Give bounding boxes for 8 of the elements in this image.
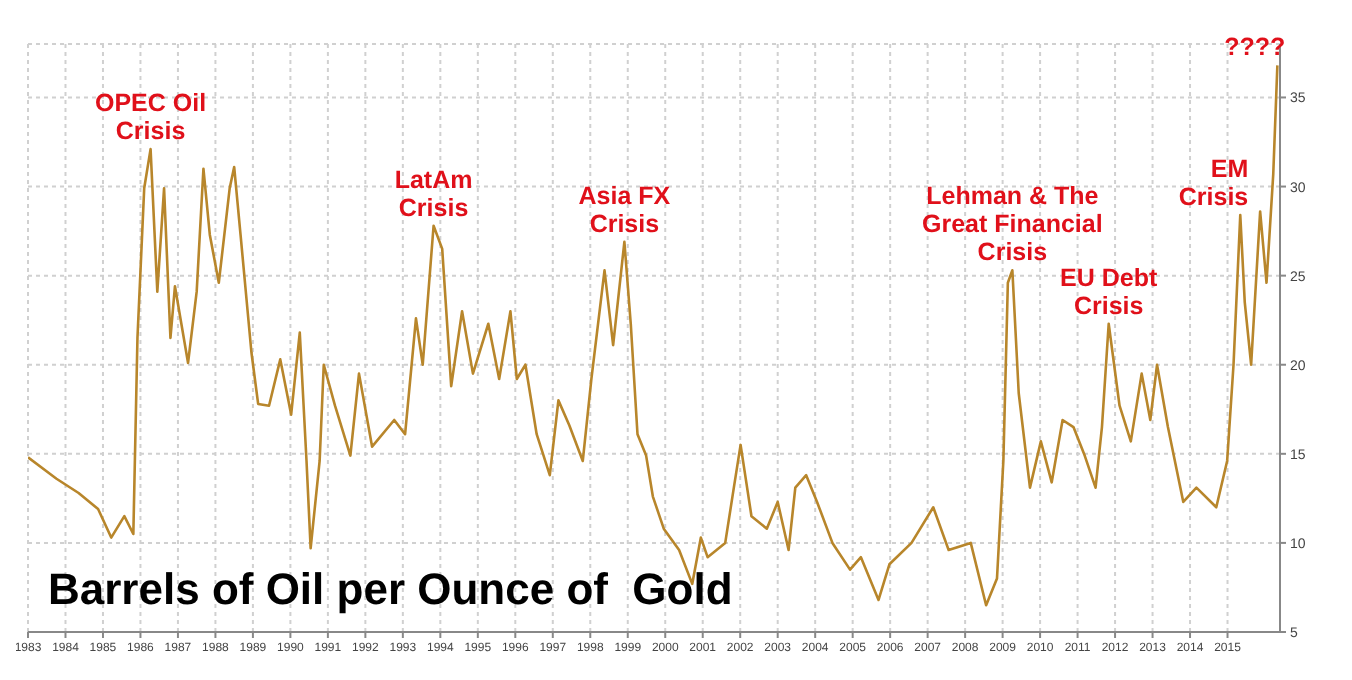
annotation: OPEC Oil Crisis	[95, 89, 207, 146]
annotation: EU Debt Crisis	[1060, 263, 1159, 320]
annotation: ????	[1224, 33, 1286, 62]
annotation: Asia FX Crisis	[578, 181, 672, 238]
text: Barrels of Oil per Ounce of Gold	[48, 564, 733, 616]
annotation: EM Crisis	[1178, 155, 1249, 212]
annotation: LatAm Crisis	[394, 165, 473, 222]
annotation: Lehman & The Great Financial Crisis	[922, 182, 1103, 267]
